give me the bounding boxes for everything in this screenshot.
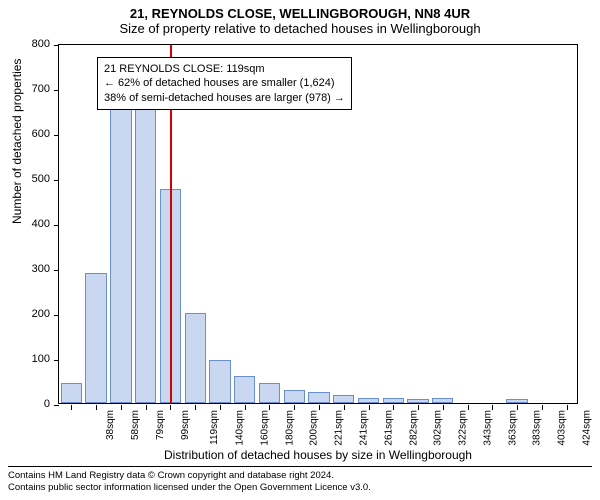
histogram-bar — [209, 360, 230, 403]
histogram-bar — [432, 398, 453, 403]
y-tick-mark — [54, 135, 59, 136]
histogram-bar — [333, 395, 354, 403]
x-tick-label: 322sqm — [458, 410, 469, 446]
x-tick-label: 343sqm — [482, 410, 493, 446]
x-tick-label: 261sqm — [383, 410, 394, 446]
y-tick-label: 500 — [32, 173, 50, 185]
y-tick-label: 700 — [32, 83, 50, 95]
x-tick-label: 282sqm — [408, 410, 419, 446]
y-tick-mark — [54, 360, 59, 361]
histogram-bar — [383, 398, 404, 403]
y-tick-mark — [54, 45, 59, 46]
footer-line1: Contains HM Land Registry data © Crown c… — [8, 470, 592, 482]
chart-title-line1: 21, REYNOLDS CLOSE, WELLINGBOROUGH, NN8 … — [0, 0, 600, 21]
y-tick-label: 0 — [44, 398, 50, 410]
y-tick-label: 300 — [32, 263, 50, 275]
annotation-line1: 21 REYNOLDS CLOSE: 119sqm — [104, 62, 345, 76]
x-tick-label: 363sqm — [507, 410, 518, 446]
histogram-bar — [407, 399, 428, 404]
x-tick-labels: 38sqm 58sqm 79sqm 99sqm 119sqm 140sqm 160sqm 18… — [58, 404, 578, 450]
y-tick-label: 400 — [32, 218, 50, 230]
annotation-box: 21 REYNOLDS CLOSE: 119sqm← 62% of detach… — [97, 57, 352, 110]
y-tick-mark — [54, 90, 59, 91]
x-tick-label: 221sqm — [334, 410, 345, 446]
x-tick-label: 403sqm — [557, 410, 568, 446]
x-tick-label: 302sqm — [433, 410, 444, 446]
x-tick-label: 79sqm — [155, 410, 166, 440]
y-tick-label: 100 — [32, 353, 50, 365]
y-tick-mark — [54, 180, 59, 181]
x-tick-label: 200sqm — [309, 410, 320, 446]
chart-title-line2: Size of property relative to detached ho… — [0, 21, 600, 40]
x-tick-label: 180sqm — [284, 410, 295, 446]
histogram-bar — [85, 273, 106, 403]
x-axis-label: Distribution of detached houses by size … — [58, 448, 578, 462]
histogram-bar — [185, 313, 206, 403]
histogram-bar — [234, 376, 255, 403]
y-tick-mark — [54, 315, 59, 316]
y-tick-label: 800 — [32, 38, 50, 50]
x-tick-label: 99sqm — [180, 410, 191, 440]
footer-line2: Contains public sector information licen… — [8, 482, 592, 494]
footer: Contains HM Land Registry data © Crown c… — [8, 466, 592, 494]
x-tick-label: 383sqm — [532, 410, 543, 446]
x-tick-label: 241sqm — [359, 410, 370, 446]
annotation-line3: 38% of semi-detached houses are larger (… — [104, 91, 345, 105]
histogram-bar — [61, 383, 82, 403]
histogram-bar — [110, 102, 131, 404]
histogram-bar — [284, 390, 305, 404]
histogram-bar — [358, 398, 379, 403]
plot-wrap: 21 REYNOLDS CLOSE: 119sqm← 62% of detach… — [58, 44, 578, 404]
plot-area: 21 REYNOLDS CLOSE: 119sqm← 62% of detach… — [58, 44, 578, 404]
y-tick-mark — [54, 225, 59, 226]
histogram-bar — [135, 93, 156, 404]
x-tick-label: 38sqm — [105, 410, 116, 440]
x-tick-label: 119sqm — [209, 410, 220, 445]
annotation-line2: ← 62% of detached houses are smaller (1,… — [104, 76, 345, 90]
chart-container: 21, REYNOLDS CLOSE, WELLINGBOROUGH, NN8 … — [0, 0, 600, 500]
x-tick-label: 160sqm — [260, 410, 271, 446]
histogram-bar — [506, 399, 527, 404]
x-tick-label: 140sqm — [235, 410, 246, 446]
histogram-bar — [308, 392, 329, 403]
y-tick-label: 200 — [32, 308, 50, 320]
y-tick-labels: 0100200300400500600700800 — [0, 44, 54, 404]
histogram-bar — [259, 383, 280, 403]
y-tick-label: 600 — [32, 128, 50, 140]
x-tick-label: 58sqm — [130, 410, 141, 440]
x-tick-label: 424sqm — [581, 410, 592, 446]
y-tick-mark — [54, 270, 59, 271]
